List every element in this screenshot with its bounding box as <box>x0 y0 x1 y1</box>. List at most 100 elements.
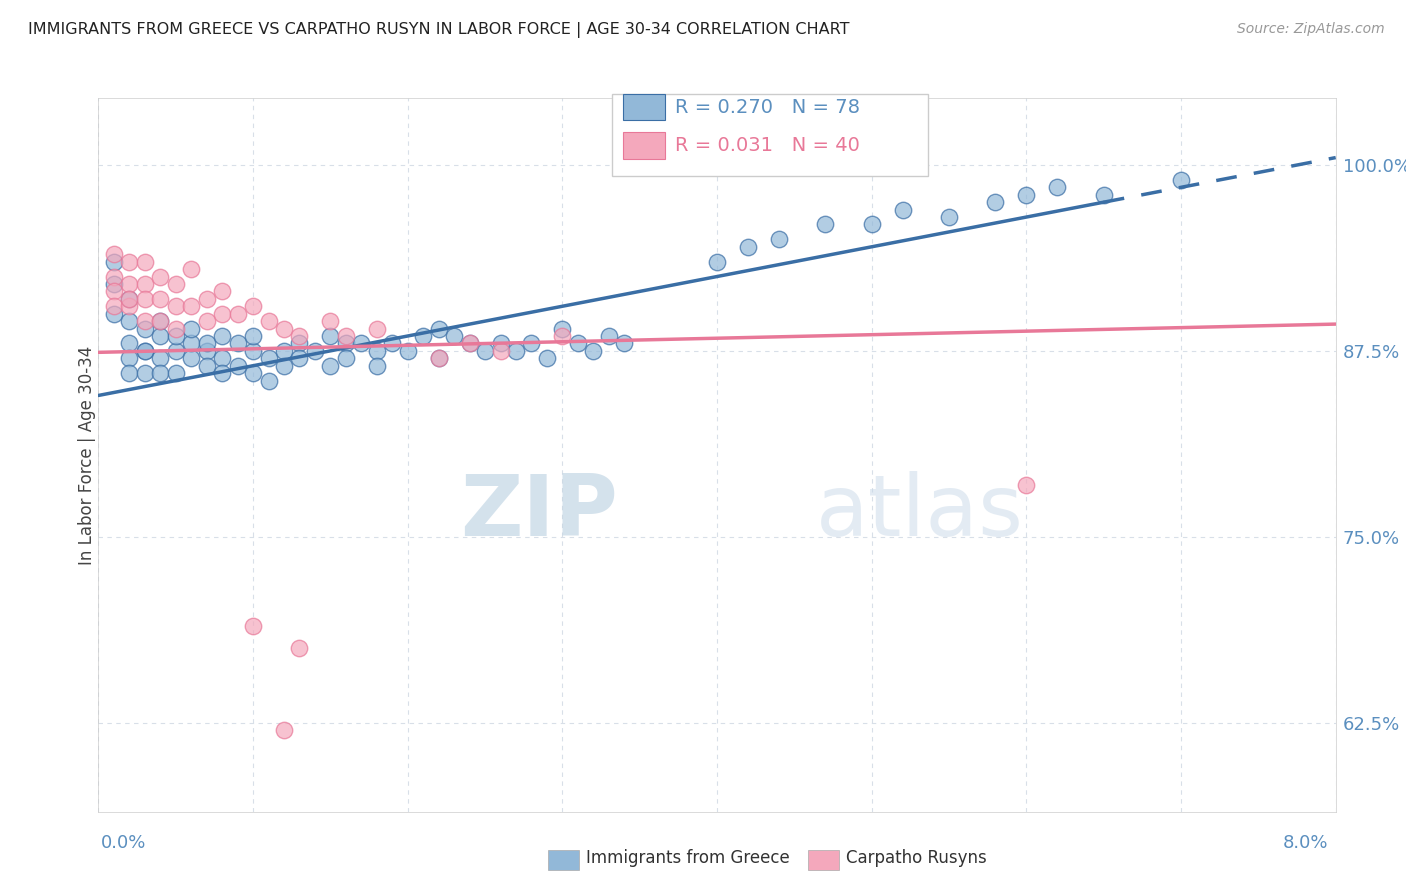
Point <box>273 723 295 737</box>
Point <box>134 314 156 328</box>
Point <box>134 277 156 291</box>
Point <box>242 343 264 358</box>
Point <box>366 343 388 358</box>
Text: 0.0%: 0.0% <box>101 834 146 852</box>
Point <box>226 359 249 373</box>
Point <box>257 374 280 388</box>
Text: atlas: atlas <box>815 470 1024 554</box>
Text: IMMIGRANTS FROM GREECE VS CARPATHO RUSYN IN LABOR FORCE | AGE 30-34 CORRELATION : IMMIGRANTS FROM GREECE VS CARPATHO RUSYN… <box>28 22 849 38</box>
Point <box>737 240 759 254</box>
Point <box>149 292 172 306</box>
Point <box>891 202 914 217</box>
Point <box>613 336 636 351</box>
Point <box>180 299 202 313</box>
Point <box>273 359 295 373</box>
Point <box>165 329 187 343</box>
Point <box>165 366 187 380</box>
Point <box>180 262 202 277</box>
Point <box>551 329 574 343</box>
Point <box>195 314 218 328</box>
Text: Source: ZipAtlas.com: Source: ZipAtlas.com <box>1237 22 1385 37</box>
Point <box>427 321 450 335</box>
Point <box>288 641 311 656</box>
Point <box>118 254 141 268</box>
Point <box>165 321 187 335</box>
Point <box>567 336 589 351</box>
Point <box>257 314 280 328</box>
Point <box>118 299 141 313</box>
Point <box>458 336 481 351</box>
Point <box>118 351 141 366</box>
Point <box>226 307 249 321</box>
Point <box>118 292 141 306</box>
Point <box>427 351 450 366</box>
Point <box>211 329 233 343</box>
Point <box>118 366 141 380</box>
Point <box>165 343 187 358</box>
Point <box>180 351 202 366</box>
Point <box>381 336 404 351</box>
Point <box>335 336 357 351</box>
Point <box>366 321 388 335</box>
Point <box>489 336 512 351</box>
Text: R = 0.031   N = 40: R = 0.031 N = 40 <box>675 136 859 155</box>
Point <box>768 232 790 246</box>
Text: Immigrants from Greece: Immigrants from Greece <box>586 849 790 867</box>
Point <box>520 336 543 351</box>
Point <box>149 329 172 343</box>
Point <box>103 247 125 261</box>
Point <box>195 343 218 358</box>
Point <box>211 366 233 380</box>
Point <box>427 351 450 366</box>
Point <box>211 285 233 299</box>
Point <box>273 321 295 335</box>
Point <box>211 351 233 366</box>
Point <box>149 269 172 284</box>
Point <box>134 343 156 358</box>
Point <box>103 299 125 313</box>
Text: ZIP: ZIP <box>460 470 619 554</box>
Point <box>118 277 141 291</box>
Point <box>103 269 125 284</box>
Point <box>165 299 187 313</box>
Point <box>984 195 1007 210</box>
Point <box>242 619 264 633</box>
Point <box>273 343 295 358</box>
Point <box>103 254 125 268</box>
Point <box>103 285 125 299</box>
Point <box>242 329 264 343</box>
Point <box>134 292 156 306</box>
Point <box>1170 173 1192 187</box>
Point <box>180 336 202 351</box>
Point <box>366 359 388 373</box>
Point <box>195 292 218 306</box>
Point <box>195 359 218 373</box>
Point <box>706 254 728 268</box>
Point <box>1092 187 1115 202</box>
Point <box>412 329 434 343</box>
Text: Carpatho Rusyns: Carpatho Rusyns <box>846 849 987 867</box>
Point <box>134 343 156 358</box>
Point <box>335 329 357 343</box>
Point <box>1046 180 1069 194</box>
Point <box>103 307 125 321</box>
Point <box>598 329 620 343</box>
Point <box>1015 477 1038 491</box>
Point <box>288 351 311 366</box>
Point <box>489 343 512 358</box>
Point <box>335 351 357 366</box>
Point <box>118 336 141 351</box>
Point <box>134 321 156 335</box>
Point <box>242 366 264 380</box>
Point <box>443 329 465 343</box>
Point <box>257 351 280 366</box>
Point <box>134 366 156 380</box>
Point <box>165 277 187 291</box>
Point <box>814 218 837 232</box>
Point <box>149 314 172 328</box>
Point <box>319 329 342 343</box>
Point <box>396 343 419 358</box>
Point <box>118 314 141 328</box>
Point <box>226 336 249 351</box>
Point <box>134 254 156 268</box>
